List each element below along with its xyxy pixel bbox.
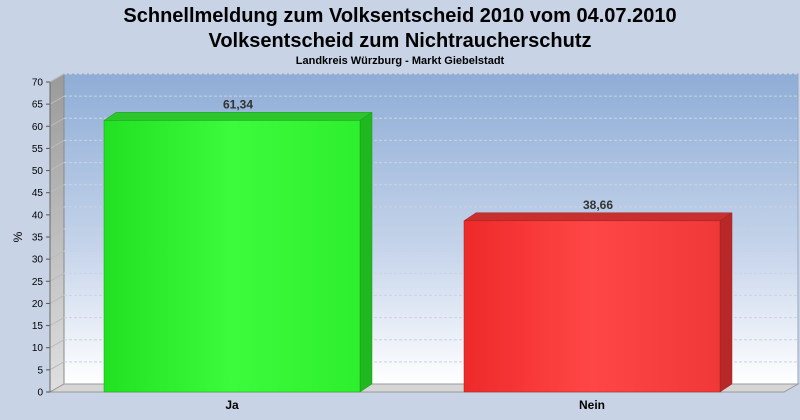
y-tick-label: 5 xyxy=(37,365,43,376)
y-tick-label: 35 xyxy=(32,233,44,244)
x-category-label-nein: Nein xyxy=(579,398,605,412)
y-tick-label: 45 xyxy=(32,188,44,199)
grid-line-side xyxy=(49,139,65,149)
bar-side-ja xyxy=(359,111,373,393)
y-tick-label: 15 xyxy=(32,321,44,332)
grid-line-side xyxy=(49,250,65,260)
grid-line-side xyxy=(49,294,65,304)
y-tick-label: 60 xyxy=(32,122,44,133)
y-tick-label: 65 xyxy=(32,100,44,111)
chart-subtitle: Volksentscheid zum Nichtraucherschutz xyxy=(208,30,592,52)
y-tick-label: 70 xyxy=(32,78,44,89)
x-category-label-ja: Ja xyxy=(225,398,239,412)
grid-line-side xyxy=(49,339,65,349)
y-tick-label: 0 xyxy=(37,388,43,399)
y-tick-label: 50 xyxy=(32,166,44,177)
grid-line-side xyxy=(49,228,65,238)
data-label-ja: 61,34 xyxy=(223,97,253,111)
bar-side-nein xyxy=(719,212,733,393)
data-label-nein: 38,66 xyxy=(583,198,613,212)
y-axis-label: % xyxy=(11,231,25,242)
y-tick-label: 30 xyxy=(32,255,44,266)
y-tick-label: 40 xyxy=(32,210,44,221)
chart-title: Schnellmeldung zum Volksentscheid 2010 v… xyxy=(123,5,677,27)
chart-region-subtitle: Landkreis Würzburg - Markt Giebelstadt xyxy=(295,55,505,67)
bar-top-ja xyxy=(103,112,373,121)
grid-line-side xyxy=(49,73,65,83)
grid-line-side xyxy=(49,317,65,327)
grid-line-side xyxy=(49,361,65,371)
bar-ja xyxy=(103,120,361,393)
y-tick-label: 10 xyxy=(32,343,44,354)
bar-top-nein xyxy=(463,212,733,222)
grid-line-side xyxy=(49,184,65,194)
y-tick-label: 20 xyxy=(32,299,44,310)
grid-line-side xyxy=(49,272,65,282)
y-tick-label: 55 xyxy=(32,144,44,155)
grid-line-side xyxy=(49,162,65,172)
y-tick-label: 25 xyxy=(32,277,44,288)
grid-line-side xyxy=(49,117,65,127)
grid-line-side xyxy=(49,206,65,216)
grid-line-side xyxy=(49,95,65,105)
bar-nein xyxy=(463,220,721,393)
